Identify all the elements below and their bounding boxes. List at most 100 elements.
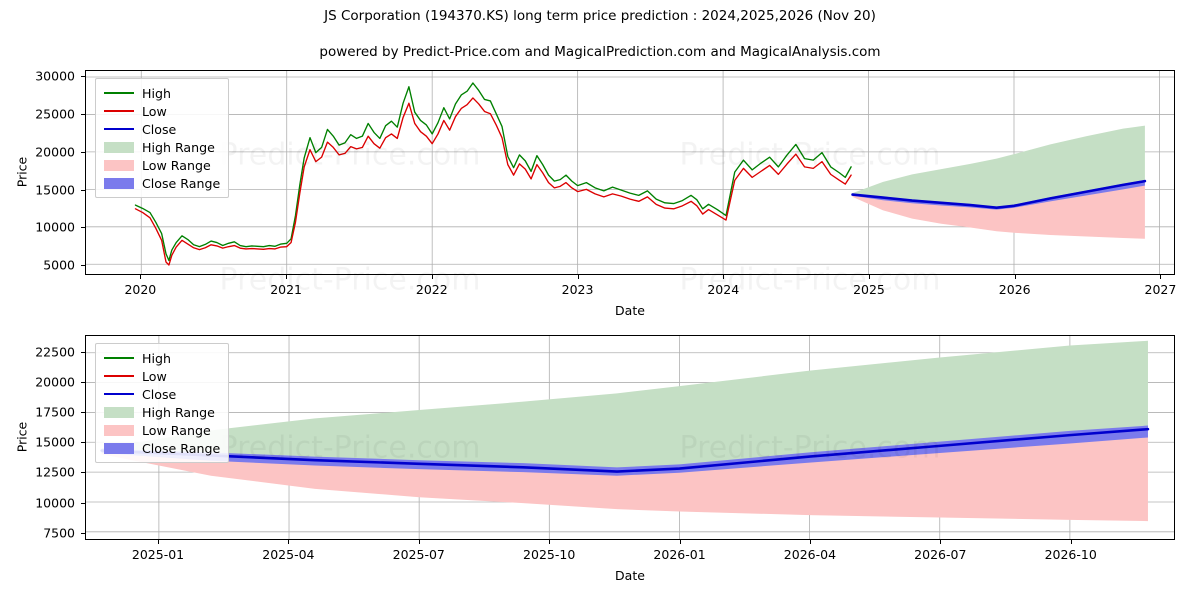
legend-item-close[interactable]: Close (102, 120, 220, 138)
legend-patch-icon (102, 174, 136, 192)
y-tick-label: 22500 (35, 344, 75, 360)
legend-swatch (104, 141, 134, 153)
legend-label: Low (142, 368, 167, 384)
x-tick-mark (418, 540, 420, 544)
y-tick-label: 15000 (35, 434, 75, 450)
x-tick-label: 2025 (853, 282, 885, 297)
x-axis-title-forecast: Date (615, 568, 645, 583)
y-axis-title-overview: Price (14, 156, 30, 188)
x-tick-mark (1160, 275, 1162, 279)
x-tick-label: 2025-04 (262, 547, 315, 562)
legend-item-close-range[interactable]: Close Range (102, 174, 220, 192)
x-tick-mark (431, 275, 433, 279)
y-tick-label: 25000 (35, 106, 75, 122)
y-tick-mark (81, 227, 85, 229)
x-tick-label: 2026-01 (653, 547, 706, 562)
x-tick-mark (1014, 275, 1016, 279)
plot-area-overview (85, 70, 1175, 275)
legend-swatch (104, 392, 134, 396)
legend-line-icon (102, 102, 136, 120)
y-tick-label: 15000 (35, 182, 75, 198)
legend-overview: High Low Close High Range Low Range Close Ran… (95, 78, 230, 198)
y-tick-label: 30000 (35, 68, 75, 84)
legend-item-close[interactable]: Close (102, 385, 220, 403)
legend-item-low-range[interactable]: Low Range (102, 156, 220, 174)
legend-item-low-range[interactable]: Low Range (102, 421, 220, 439)
legend-line-icon (102, 84, 136, 102)
legend-patch-icon (102, 421, 136, 439)
x-tick-mark (679, 540, 681, 544)
legend-swatch (104, 406, 134, 418)
legend-label: Close (142, 121, 177, 137)
x-tick-label: 2024 (707, 282, 740, 297)
legend-label: High (142, 85, 171, 101)
chart-canvas-forecast (86, 336, 1174, 539)
legend-patch-icon (102, 439, 136, 457)
x-tick-mark (140, 275, 142, 279)
y-tick-label: 5000 (43, 257, 75, 273)
legend-item-close-range[interactable]: Close Range (102, 439, 220, 457)
y-tick-label: 20000 (35, 374, 75, 390)
y-tick-mark (81, 189, 85, 191)
chart-overview-panel (85, 70, 1175, 275)
plot-area-forecast (85, 335, 1175, 540)
y-tick-mark (81, 351, 85, 353)
legend-label: Low Range (142, 422, 211, 438)
x-tick-label: 2026-10 (1044, 547, 1097, 562)
legend-swatch (104, 424, 134, 436)
legend-swatch (104, 356, 134, 360)
y-tick-mark (81, 76, 85, 78)
legend-label: High Range (142, 404, 215, 420)
x-tick-mark (940, 540, 942, 544)
figure-subtitle: powered by Predict-Price.com and Magical… (319, 44, 881, 60)
legend-patch-icon (102, 403, 136, 421)
x-tick-label: 2020 (124, 282, 157, 297)
x-tick-mark (1070, 540, 1072, 544)
legend-swatch (104, 109, 134, 113)
legend-item-low[interactable]: Low (102, 102, 220, 120)
x-axis-title-overview: Date (615, 303, 645, 318)
y-tick-mark (81, 412, 85, 414)
legend-line-icon (102, 367, 136, 385)
x-tick-mark (577, 275, 579, 279)
x-tick-label: 2026-07 (914, 547, 967, 562)
x-tick-label: 2026 (998, 282, 1031, 297)
legend-item-low[interactable]: Low (102, 367, 220, 385)
y-tick-mark (81, 265, 85, 267)
y-tick-label: 17500 (35, 404, 75, 420)
x-tick-mark (158, 540, 159, 544)
x-tick-mark (809, 540, 811, 544)
x-tick-label: 2025-10 (523, 547, 576, 562)
y-tick-mark (81, 151, 85, 153)
chart-forecast-panel (85, 335, 1175, 540)
legend-line-icon (102, 349, 136, 367)
x-tick-mark (868, 275, 870, 279)
legend-swatch (104, 127, 134, 131)
legend-label: Close Range (142, 175, 221, 191)
legend-line-icon (102, 120, 136, 138)
legend-item-high[interactable]: High (102, 349, 220, 367)
x-tick-mark (288, 540, 290, 544)
y-tick-label: 10000 (35, 495, 75, 511)
page-title: JS Corporation (194370.KS) long term pri… (324, 8, 876, 24)
legend-label: Low (142, 103, 167, 119)
legend-item-high-range[interactable]: High Range (102, 403, 220, 421)
y-tick-mark (81, 113, 85, 115)
legend-item-high-range[interactable]: High Range (102, 138, 220, 156)
y-tick-mark (81, 532, 85, 534)
legend-patch-icon (102, 156, 136, 174)
x-tick-label: 2021 (270, 282, 302, 297)
legend-swatch (104, 159, 134, 171)
legend-swatch (104, 374, 134, 378)
y-tick-mark (81, 472, 85, 474)
legend-swatch (104, 442, 134, 454)
legend-swatch (104, 91, 134, 95)
x-tick-label: 2023 (561, 282, 594, 297)
y-tick-label: 12500 (35, 464, 75, 480)
x-tick-label: 2025-07 (392, 547, 445, 562)
legend-item-high[interactable]: High (102, 84, 220, 102)
x-tick-mark (723, 275, 725, 279)
y-tick-label: 20000 (35, 144, 75, 160)
legend-label: Low Range (142, 157, 211, 173)
